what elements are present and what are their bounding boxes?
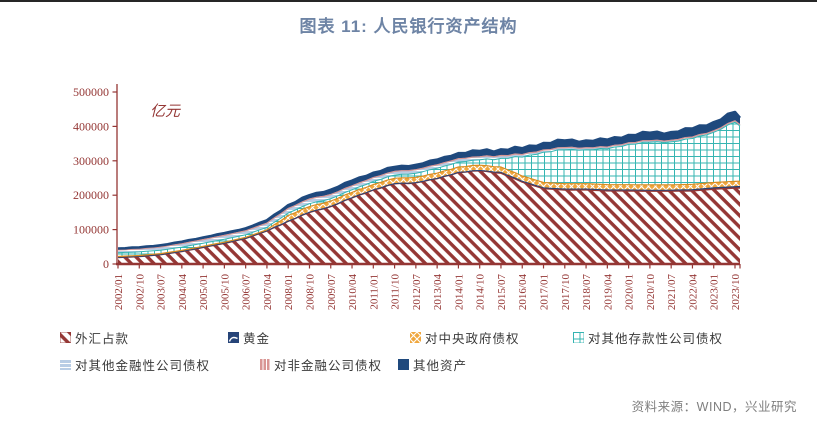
- top-divider: [0, 0, 817, 2]
- x-tick-label: 2011/10: [390, 274, 402, 310]
- x-tick-label: 2003/07: [156, 274, 168, 311]
- legend-item-nfc: 对非金融公司债权: [259, 357, 383, 373]
- legend-label-gov: 对中央政府债权: [425, 331, 520, 346]
- x-tick-label: 2002/10: [134, 274, 146, 311]
- y-tick-label: 300000: [73, 154, 109, 168]
- x-tick-label: 2015/07: [496, 274, 508, 311]
- x-tick-label: 2018/07: [581, 274, 593, 311]
- legend-label-gold: 黄金: [243, 331, 271, 346]
- legend-label-nfc: 对非金融公司债权: [274, 358, 383, 373]
- legend-item-gov: 对中央政府债权: [410, 330, 520, 346]
- source-note: 资料来源：WIND，兴业研究: [631, 400, 797, 414]
- x-tick-label: 2014/01: [453, 274, 465, 310]
- x-tick-label: 2022/04: [687, 274, 699, 311]
- line-nfc: [117, 120, 741, 251]
- y-tick-label: 400000: [73, 119, 109, 133]
- legend-swatch-gov: [410, 331, 421, 343]
- x-tick-label: 2006/07: [241, 274, 253, 311]
- x-tick-label: 2017/01: [539, 274, 551, 310]
- x-tick-label: 2012/07: [411, 274, 423, 311]
- x-tick-label: 2016/04: [517, 274, 529, 311]
- x-tick-label: 2005/01: [198, 274, 210, 310]
- legend-swatch-ofc: [60, 358, 71, 370]
- x-tick-label: 2009/07: [326, 274, 338, 311]
- chart-title: 图表 11: 人民银行资产结构: [299, 17, 518, 36]
- x-tick-label: 2008/10: [304, 274, 316, 311]
- x-tick-label: 2023/01: [709, 274, 721, 310]
- line-gov: [117, 164, 741, 258]
- x-tick-label: 2020/10: [645, 274, 657, 311]
- legend-item-gold: 黄金: [228, 330, 271, 346]
- legend-swatch-other: [398, 358, 409, 370]
- area-fx: [118, 170, 740, 264]
- legend-label-fx: 外汇占款: [75, 331, 130, 346]
- x-tick-label: 2011/01: [368, 274, 380, 310]
- area-ofc: [118, 120, 740, 253]
- y-tick-label: 100000: [73, 223, 109, 237]
- chart-lines: [117, 110, 741, 259]
- x-tick-label: 2023/10: [730, 274, 742, 311]
- legend-label-ofc: 对其他金融性公司债权: [75, 358, 211, 373]
- line-odc: [117, 121, 741, 254]
- x-tick-label: 2007/04: [262, 274, 274, 311]
- legend-item-odc: 对其他存款性公司债权: [573, 330, 724, 346]
- x-tick-label: 2004/04: [177, 274, 189, 311]
- axes: 0 100000 200000 300000 400000 500000 2002/01 20…: [73, 84, 742, 310]
- x-tick-label: 2014/10: [475, 274, 487, 311]
- y-axis-unit-label: 亿元: [150, 103, 181, 120]
- x-tick-label: 2019/04: [602, 274, 614, 311]
- line-gold: [117, 170, 741, 258]
- legend-swatch-odc: [573, 331, 584, 343]
- y-tick-label: 200000: [73, 188, 109, 202]
- line-other: [117, 110, 741, 250]
- x-tick-label: 2021/07: [666, 274, 678, 311]
- x-tick-label: 2013/04: [432, 274, 444, 311]
- legend-item-fx: 外汇占款: [60, 330, 130, 346]
- legend-item-other: 其他资产: [398, 357, 468, 373]
- x-tick-label: 2008/01: [283, 274, 295, 310]
- x-tick-label: 2005/10: [219, 274, 231, 311]
- legend-swatch-fx: [60, 331, 71, 343]
- x-tick-label: 2020/01: [624, 274, 636, 310]
- x-tick-label: 2010/04: [347, 274, 359, 311]
- y-tick-label: 500000: [73, 85, 109, 99]
- y-tick-label: 0: [103, 257, 109, 271]
- area-gov: [118, 165, 740, 258]
- stacked-area-chart: 0 100000 200000 300000 400000 500000 2002/01 20…: [73, 84, 742, 310]
- legend-swatch-gold: [228, 331, 239, 343]
- legend-label-odc: 对其他存款性公司债权: [588, 331, 724, 346]
- x-tick-label: 2017/10: [560, 274, 572, 311]
- legend-swatch-nfc: [259, 358, 270, 370]
- x-tick-label: 2002/01: [113, 274, 125, 310]
- legend-item-ofc: 对其他金融性公司债权: [60, 357, 211, 373]
- legend-label-other: 其他资产: [413, 358, 468, 373]
